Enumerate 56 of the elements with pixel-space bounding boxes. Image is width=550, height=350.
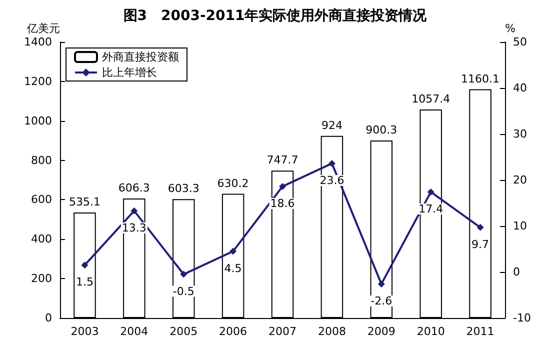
data-label: 1.5: [76, 276, 94, 289]
legend-label: 比上年增长: [102, 66, 157, 79]
data-label: 747.7: [266, 154, 298, 167]
y2-tick-label: 10: [513, 220, 527, 232]
point: [180, 270, 188, 278]
y2-tick-label: 30: [513, 128, 527, 140]
data-label: -0.5: [172, 284, 194, 298]
x-tick-label: 2006: [219, 325, 248, 338]
y-tick-label: 800: [31, 154, 52, 167]
point: [476, 224, 484, 231]
x-tick-label: 2008: [318, 325, 346, 338]
y-tick-label: 0: [45, 312, 52, 324]
data-label: 900.3: [366, 124, 398, 137]
x-tick-label: 2007: [268, 325, 296, 338]
data-label: 535.1: [68, 196, 100, 209]
point: [81, 262, 88, 269]
y2-tick-label: 0: [513, 266, 520, 278]
x-tick-label: 2010: [416, 325, 445, 338]
data-label: 630.2: [217, 176, 249, 190]
data-label: 924: [321, 118, 342, 132]
data-label: -2.6: [370, 294, 392, 308]
x-tick-label: 2005: [170, 325, 198, 338]
y2-tick-label: 40: [513, 82, 527, 94]
y-axis-title: 亿美元: [26, 22, 60, 35]
y2-tick-label: 20: [513, 174, 527, 186]
chart-title: 图3 2003-2011年实际使用外商直接投资情况: [123, 7, 428, 24]
data-label: 1160.1: [461, 72, 500, 86]
x-tick-label: 2003: [70, 325, 99, 338]
y-tick-label: 1200: [24, 74, 52, 88]
legend-label: 外商直接投资额: [102, 50, 179, 64]
y2-tick-label: -10: [513, 312, 531, 324]
data-label: 606.3: [118, 181, 150, 194]
y-tick-label: 600: [31, 193, 52, 206]
data-label: 603.3: [168, 182, 200, 196]
y-tick-label: 200: [31, 272, 52, 286]
y2-axis-title: %: [505, 22, 516, 35]
y-tick-label: 1400: [24, 36, 52, 48]
point: [378, 280, 385, 288]
y2-tick-label: 50: [513, 36, 527, 48]
data-label: 4.5: [224, 262, 242, 275]
x-tick-label: 2009: [367, 325, 396, 338]
point: [130, 207, 138, 214]
y-tick-label: 1000: [24, 114, 52, 128]
data-label: 23.6: [320, 174, 344, 187]
x-tick-label: 2004: [120, 325, 148, 338]
data-label: 18.6: [270, 196, 295, 210]
point: [279, 182, 286, 190]
point: [427, 188, 434, 196]
y-tick-label: 400: [31, 232, 52, 246]
data-label: 17.4: [418, 202, 444, 216]
data-label: 1057.4: [412, 92, 450, 106]
data-label: 13.3: [122, 221, 146, 234]
data-label: 9.7: [472, 238, 490, 251]
x-tick-label: 2011: [466, 325, 494, 338]
point: [328, 160, 336, 167]
point: [230, 248, 237, 255]
